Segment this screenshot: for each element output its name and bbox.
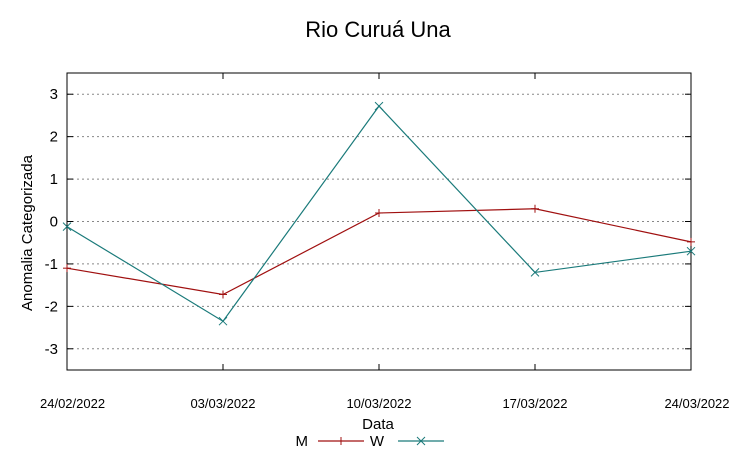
plus-marker: [219, 290, 227, 299]
x-marker: [62, 222, 72, 231]
y-axis-label: Anomalia Categorizada: [19, 154, 36, 311]
x-tick-label: 17/03/2022: [502, 396, 567, 411]
y-tick-label: -3: [45, 341, 58, 358]
legend-label: W: [370, 433, 385, 450]
chart-title: Rio Curuá Una: [305, 17, 451, 42]
legend-label: M: [296, 433, 309, 450]
x-tick-label: 24/03/2022: [664, 396, 729, 411]
y-tick-label: 0: [50, 214, 58, 231]
x-axis-ticks: 24/02/2022 03/03/2022 10/03/2022 17/03/2022…: [40, 73, 730, 411]
marker-stroke: [218, 316, 228, 326]
x-marker: [686, 246, 696, 256]
x-tick-label: 24/02/2022: [40, 396, 105, 411]
plus-marker: [63, 264, 71, 273]
y-tick-label: 2: [50, 129, 58, 146]
marker-stroke: [416, 436, 426, 446]
plus-marker: [531, 204, 539, 213]
marker-stroke: [374, 101, 384, 111]
series-M: [63, 204, 695, 299]
y-tick-label: -1: [45, 256, 58, 273]
y-tick-label: -2: [45, 298, 58, 315]
grid-lines: [67, 93, 691, 350]
marker-stroke: [62, 222, 72, 231]
legend-item: M: [296, 433, 364, 450]
plus-marker: [687, 237, 695, 246]
x-tick-label: 10/03/2022: [346, 396, 411, 411]
y-axis-ticks: -3 -2 -1 0 1 2 3: [45, 86, 691, 358]
legend-item: W: [370, 433, 444, 450]
x-marker: [416, 436, 426, 446]
x-axis-label: Data: [362, 416, 394, 433]
marker-stroke: [530, 268, 540, 277]
x-tick-label: 03/03/2022: [190, 396, 255, 411]
y-tick-label: 3: [50, 86, 58, 103]
x-marker: [374, 101, 384, 111]
x-marker: [530, 268, 540, 277]
plus-marker: [375, 209, 383, 218]
series-lines: [62, 101, 696, 326]
plus-marker: [337, 437, 345, 445]
series-W: [62, 101, 696, 326]
marker-stroke: [686, 246, 696, 256]
x-marker: [218, 316, 228, 326]
y-tick-label: 1: [50, 171, 58, 188]
